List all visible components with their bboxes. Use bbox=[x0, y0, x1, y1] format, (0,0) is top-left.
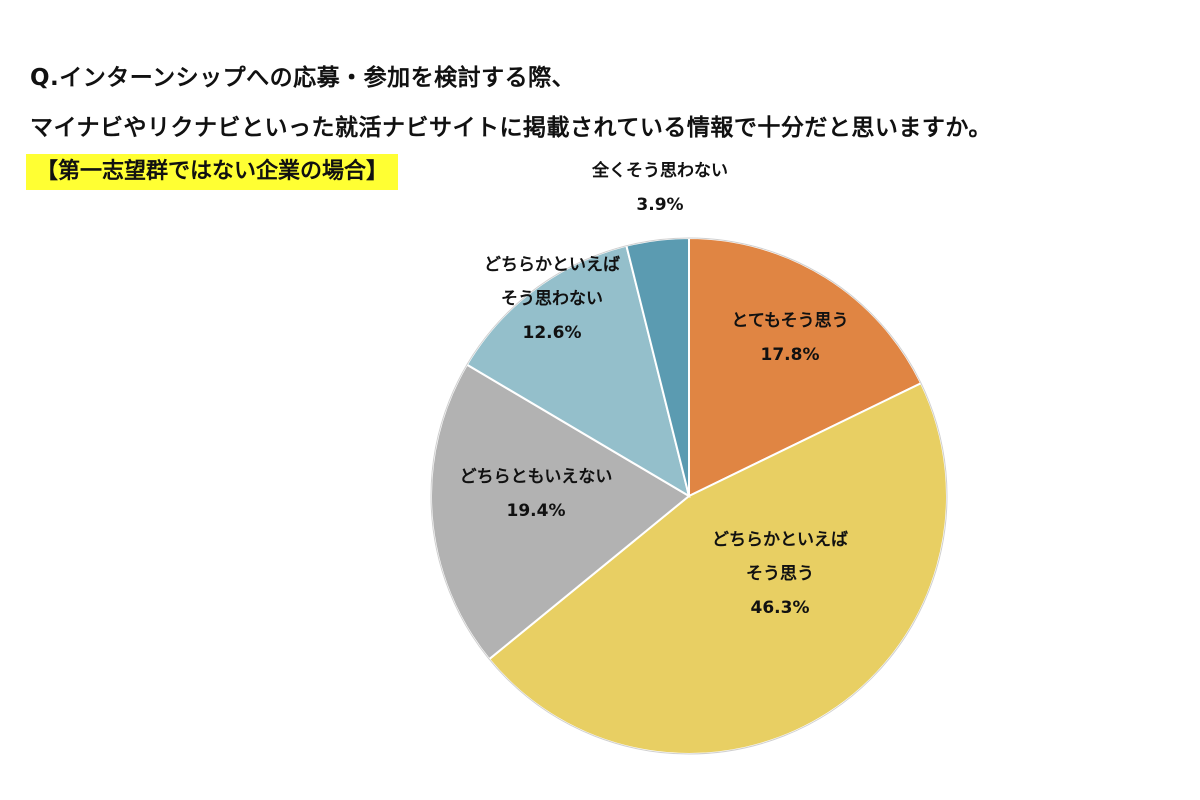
pie-category-label-1-1: そう思う bbox=[746, 564, 814, 584]
pie-category-label-1-0: どちらかといえば bbox=[712, 530, 848, 550]
pie-value-label-3: 12.6% bbox=[523, 323, 582, 343]
pie-category-label-4-0: 全くそう思わない bbox=[591, 160, 728, 181]
pie-value-label-2: 19.4% bbox=[507, 501, 566, 521]
pie-category-label-0-0: とてもそう思う bbox=[731, 311, 848, 331]
question-line-2: マイナビやリクナビといった就活ナビサイトに掲載されている情報で十分だと思いますか… bbox=[30, 115, 992, 141]
pie-value-label-0: 17.8% bbox=[761, 345, 820, 365]
pie-category-label-3-0: どちらかといえば bbox=[484, 255, 620, 275]
question-line-1: Q.インターンシップへの応募・参加を検討する際、 bbox=[30, 65, 576, 91]
pie-value-label-1: 46.3% bbox=[751, 598, 810, 618]
pie-outline bbox=[430, 237, 948, 755]
pie-category-label-2-0: どちらともいえない bbox=[460, 467, 613, 487]
chart-subtitle: 【第一志望群ではない企業の場合】 bbox=[26, 154, 399, 190]
pie-category-label-3-1: そう思わない bbox=[501, 289, 603, 309]
pie-value-label-4: 3.9% bbox=[636, 195, 683, 215]
